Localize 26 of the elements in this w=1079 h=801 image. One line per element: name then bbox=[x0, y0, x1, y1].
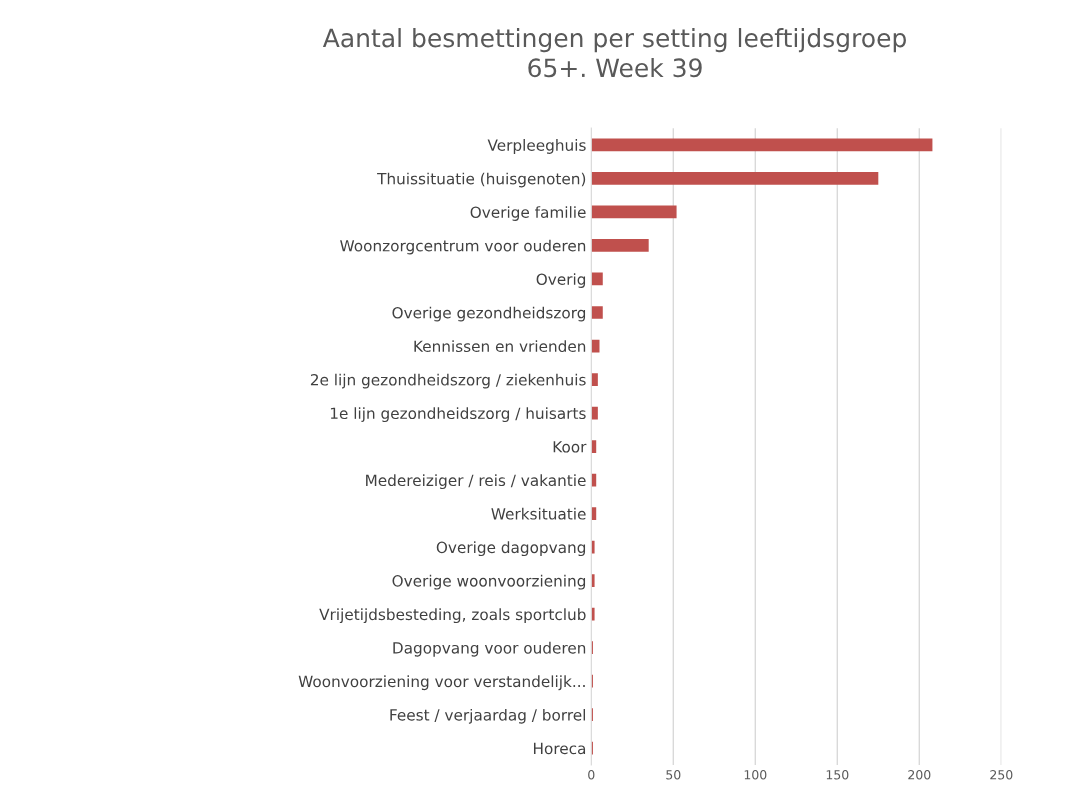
y-tick-label: Woonvoorziening voor verstandelijk... bbox=[298, 675, 585, 691]
x-tick-label: 100 bbox=[744, 770, 767, 780]
y-tick-label: Medereiziger / reis / vakantie bbox=[366, 474, 586, 490]
y-tick-label: Thuissituatie (huisgenoten) bbox=[377, 172, 586, 188]
y-tick-label: Koor bbox=[553, 441, 587, 453]
y-tick-label: Overig bbox=[536, 273, 586, 288]
y-tick-label: Overige woonvoorziening bbox=[392, 574, 586, 590]
x-tick-label: 200 bbox=[908, 770, 931, 780]
x-tick-label: 150 bbox=[826, 770, 849, 780]
y-tick-label: Overige familie bbox=[470, 206, 586, 221]
y-tick-label: Werksituatie bbox=[491, 507, 586, 520]
y-tick-label: Dagopvang voor ouderen bbox=[393, 641, 586, 657]
y-tick-label: Kennissen en vrienden bbox=[414, 340, 586, 353]
y-tick-label: 2e lijn gezondheidszorg / ziekenhuis bbox=[310, 373, 586, 389]
y-tick-label: Overige gezondheidszorg bbox=[392, 306, 586, 322]
x-tick-label: 250 bbox=[990, 770, 1013, 780]
x-tick-label: 50 bbox=[666, 770, 681, 780]
y-tick-label: Overige dagopvang bbox=[436, 541, 586, 557]
y-tick-label: Vrijetijdsbesteding, zoals sportclub bbox=[319, 608, 586, 624]
y-tick-label: Verpleeghuis bbox=[487, 139, 586, 154]
y-tick-label: Horeca bbox=[533, 742, 586, 755]
y-tick-label: 1e lijn gezondheidszorg / huisarts bbox=[330, 407, 586, 423]
y-tick-label: Woonzorgcentrum voor ouderen bbox=[340, 239, 586, 255]
x-tick-label: 0 bbox=[588, 770, 595, 780]
chart-title: Aantal besmettingen per setting leeftijdsgroep 65+. Week 39 bbox=[322, 28, 906, 78]
y-tick-label: Feest / verjaardag / borrel bbox=[390, 708, 585, 724]
